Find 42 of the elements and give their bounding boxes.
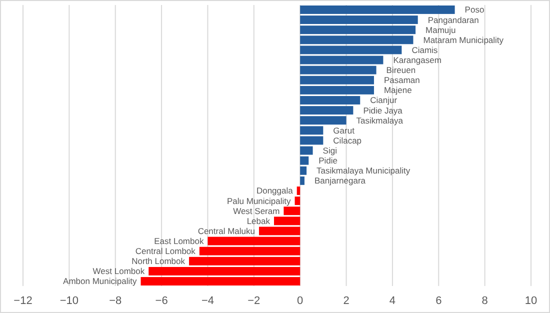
y-tick-label: Lebak bbox=[246, 216, 271, 226]
y-tick-label: Central Lombok bbox=[135, 246, 196, 256]
y-tick-label: East Lombok bbox=[154, 236, 204, 246]
y-tick-label: Karangasem bbox=[393, 54, 442, 65]
y-tick-label: Pidie bbox=[318, 156, 338, 166]
y-tick-label: West Lombok bbox=[92, 266, 146, 276]
bar bbox=[300, 56, 384, 64]
x-tick-label: 8 bbox=[482, 294, 488, 307]
x-tick-label: 6 bbox=[436, 294, 442, 307]
x-tick-label: −6 bbox=[155, 294, 168, 307]
y-tick-label: Pangandaran bbox=[428, 14, 480, 25]
y-tick-label: Pidie Jaya bbox=[363, 105, 403, 116]
y-tick-label: Garut bbox=[333, 125, 356, 136]
y-tick-label: Pasaman bbox=[384, 75, 420, 86]
y-tick-label: Cianjur bbox=[370, 95, 398, 106]
x-tick-label: 10 bbox=[524, 294, 538, 307]
x-tick-label: 0 bbox=[297, 294, 304, 307]
x-tick-label: −8 bbox=[109, 294, 122, 307]
y-tick-label: Central Maluku bbox=[198, 226, 256, 236]
y-tick-label: Sigi bbox=[322, 146, 338, 156]
y-tick-label: Cilacap bbox=[333, 135, 362, 146]
y-tick-label: Mataram Municipality bbox=[423, 34, 504, 45]
y-tick-label: Tasikmalaya Municipality bbox=[316, 166, 411, 176]
x-tick-label: −4 bbox=[201, 294, 214, 307]
x-tick-label: 2 bbox=[343, 294, 350, 307]
y-tick-label: Palu Municipality bbox=[227, 196, 292, 206]
y-tick-label: Mamuju bbox=[426, 24, 456, 35]
y-tick-label: Ambon Municipality bbox=[63, 276, 138, 286]
y-tick-label: Poso bbox=[464, 4, 484, 15]
y-tick-label: North Lombok bbox=[132, 256, 186, 266]
y-tick-label: Ciamis bbox=[412, 44, 438, 55]
y-tick-label: West Seram bbox=[233, 206, 280, 216]
y-tick-label: Donggala bbox=[256, 186, 294, 196]
x-tick-label: −2 bbox=[248, 294, 260, 307]
y-tick-label: Tasikmalaya bbox=[356, 115, 404, 126]
x-tick-label: −12 bbox=[14, 294, 32, 307]
y-tick-label: Banjarnegara bbox=[314, 176, 366, 186]
x-tick-label: −10 bbox=[60, 294, 79, 307]
y-tick-label: Majene bbox=[384, 85, 412, 96]
x-tick-label: 4 bbox=[389, 294, 396, 307]
bar bbox=[258, 226, 300, 236]
y-tick-label: Bireuen bbox=[386, 65, 416, 76]
